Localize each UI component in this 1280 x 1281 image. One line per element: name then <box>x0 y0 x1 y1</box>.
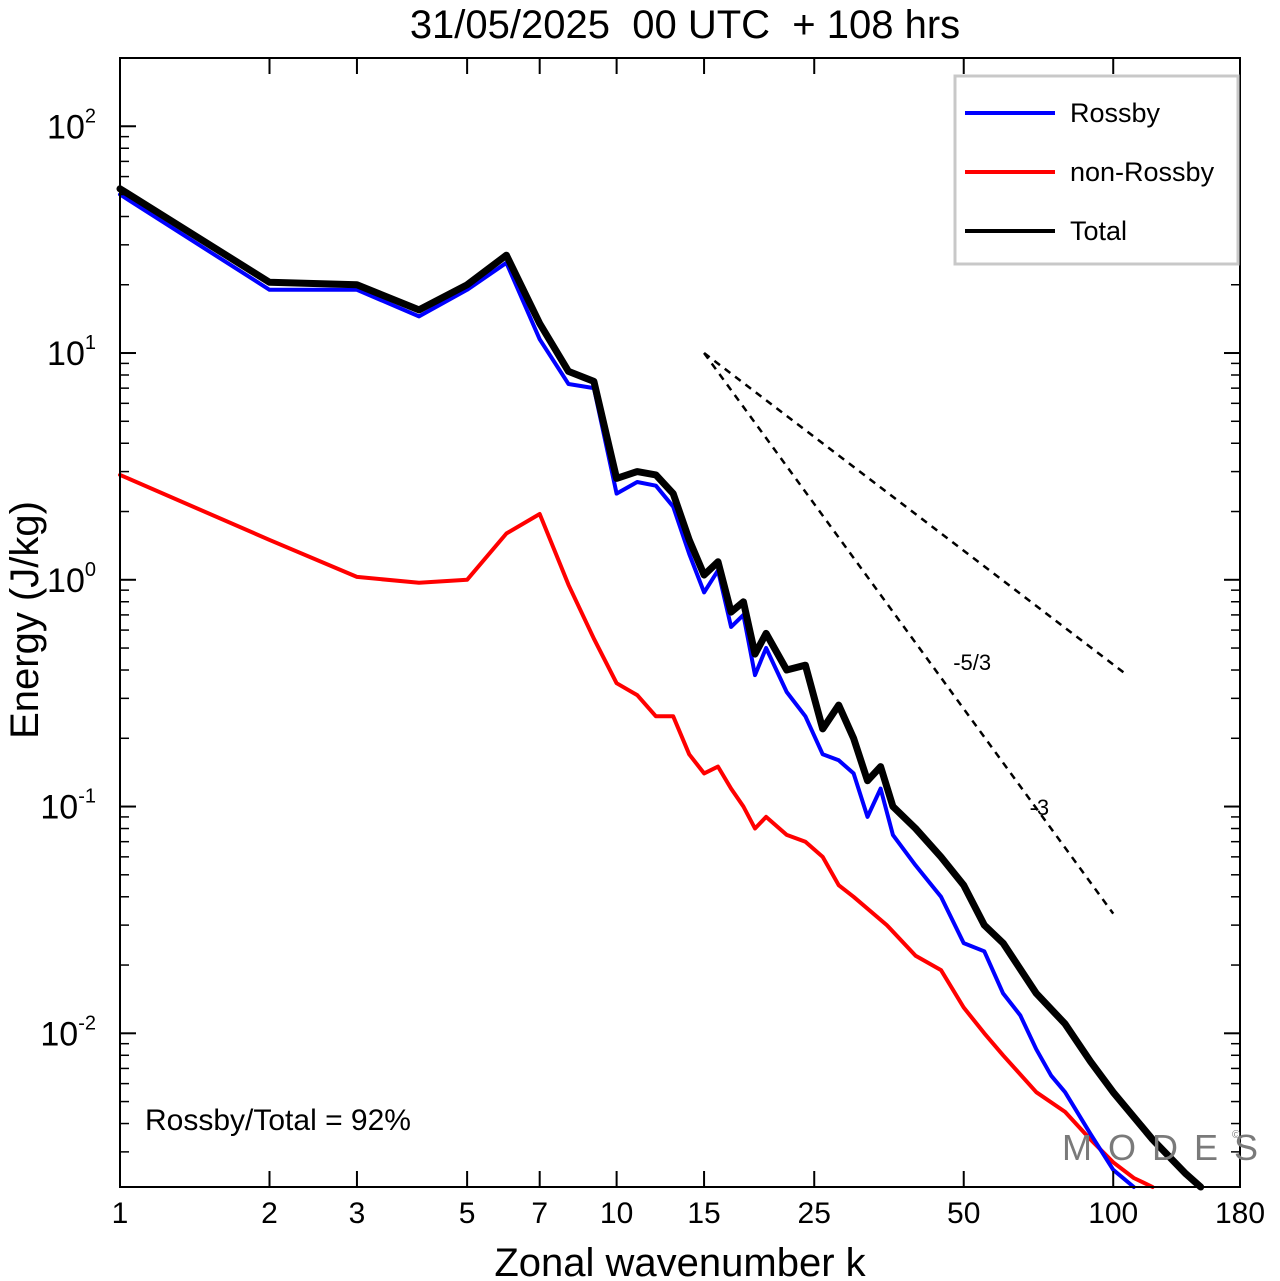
legend: Rossby non-Rossby Total <box>953 74 1240 266</box>
legend-label-non-rossby: non-Rossby <box>1070 157 1215 187</box>
y-tick-label: 10-1 <box>40 786 96 827</box>
reference-label-minus-3: -3 <box>1030 795 1050 820</box>
reference-slope-layer: -5/3 -3 <box>703 352 1125 915</box>
chart-title: 31/05/2025 00 UTC + 108 hrs <box>410 3 960 47</box>
y-tick-label: 10-2 <box>40 1012 96 1053</box>
y-tick-label: 101 <box>47 332 96 373</box>
reference-label-minus-5-over-3: -5/3 <box>953 650 991 675</box>
series-line-non-rossby <box>118 472 1155 1189</box>
reference-line-minus-5-over-3 <box>703 352 1125 674</box>
y-axis-label: Energy (J/kg) <box>3 501 47 739</box>
x-tick-label: 25 <box>798 1197 831 1230</box>
y-tick-label: 100 <box>47 559 96 600</box>
x-axis-label: Zonal wavenumber k <box>494 1241 866 1281</box>
x-tick-label: 1 <box>112 1197 129 1230</box>
legend-label-rossby: Rossby <box>1070 98 1161 128</box>
axis-layer: 1 2 3 5 7 10 15 25 50 100 180 102 101 100 10-1 10-2 <box>40 57 1265 1230</box>
series-line-total <box>116 185 1205 1191</box>
x-tick-label: 3 <box>349 1197 366 1230</box>
series-layer <box>116 185 1205 1191</box>
copyright-symbol: © <box>1232 1129 1240 1141</box>
x-tick-label: 100 <box>1088 1197 1138 1230</box>
modes-watermark: MODES <box>1062 1127 1274 1168</box>
reference-line-minus-3 <box>703 352 1115 915</box>
legend-label-total: Total <box>1070 216 1127 246</box>
series-line-rossby <box>118 192 1136 1189</box>
plot-frame <box>119 57 1241 1188</box>
x-tick-label: 180 <box>1215 1197 1265 1230</box>
rossby-ratio-annotation: Rossby/Total = 92% <box>145 1104 411 1137</box>
x-tick-label: 7 <box>531 1197 548 1230</box>
y-tick-label: 102 <box>47 105 96 146</box>
x-tick-label: 5 <box>459 1197 476 1230</box>
x-tick-label: 15 <box>687 1197 720 1230</box>
x-tick-label: 10 <box>600 1197 633 1230</box>
x-tick-label: 50 <box>947 1197 980 1230</box>
x-tick-label: 2 <box>261 1197 278 1230</box>
